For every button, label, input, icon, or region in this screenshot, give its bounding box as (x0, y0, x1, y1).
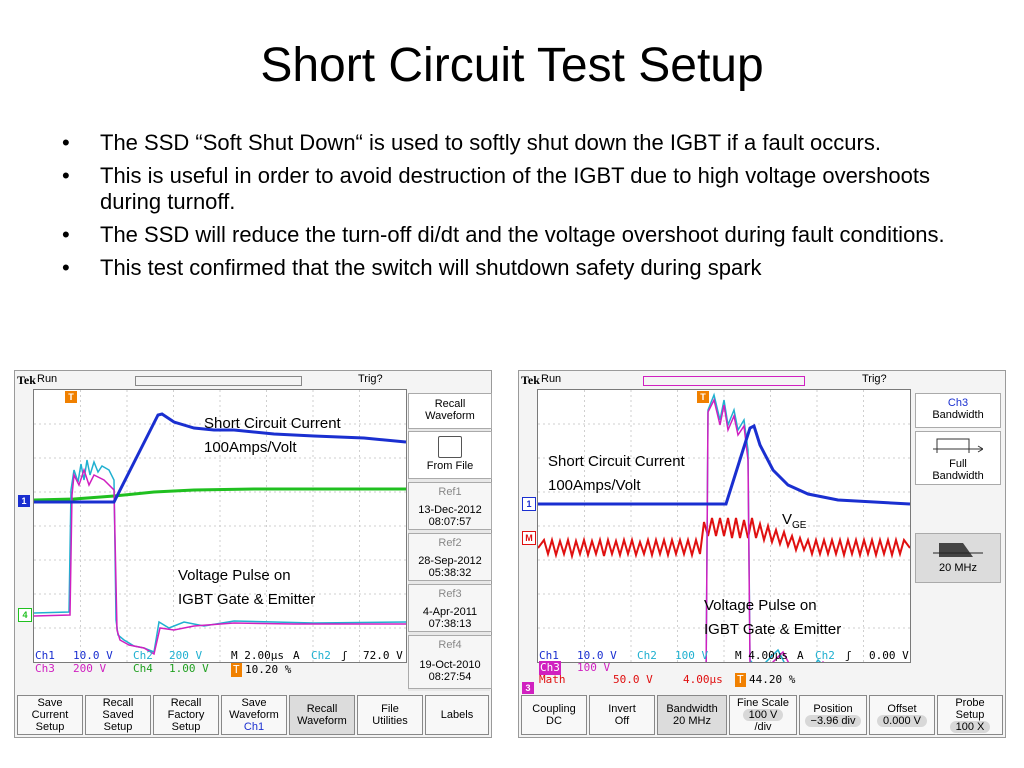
trigger-status: Trig? (358, 373, 383, 385)
ch1-marker[interactable]: 1 (18, 495, 30, 507)
20mhz-bandwidth-button[interactable]: 20 MHz (915, 533, 1001, 583)
full-bandwidth-button[interactable]: Full Bandwidth (915, 431, 1001, 485)
save-waveform-button[interactable]: Save Waveform Ch1 (221, 695, 287, 735)
ch3-trace (34, 467, 406, 656)
softkey-bar: Save Current Setup Recall Saved Setup Recall… (17, 695, 489, 735)
waveform-display[interactable]: Short Circuit Current 100Amps/Volt VGE V… (537, 389, 911, 663)
pulse-annotation: Voltage Pulse on IGBT Gate & Emitter (704, 597, 842, 638)
run-status: Run (541, 373, 562, 385)
trigger-marker-small: T (735, 673, 746, 687)
recall-factory-setup-button[interactable]: Recall Factory Setup (153, 695, 219, 735)
bullet-glyph: • (62, 255, 70, 280)
channel-readouts: Ch1 10.0 V Ch2 100 V Ch3 100 V Math 50.0… (539, 649, 909, 687)
current-annotation: Short Circuit Current 100Amps/Volt (548, 453, 685, 494)
bandwidth-button[interactable]: Bandwidth 20 MHz (657, 695, 727, 735)
trigger-marker[interactable]: T (65, 391, 77, 403)
file-utilities-button[interactable]: File Utilities (357, 695, 423, 735)
save-current-setup-button[interactable]: Save Current Setup (17, 695, 83, 735)
bullet-glyph: • (62, 222, 70, 247)
current-annotation: Short Circuit Current 100Amps/Volt (204, 415, 341, 456)
channel-readouts: Ch1 10.0 V Ch2 200 V Ch3 200 V Ch4 1.00 … (35, 649, 403, 677)
ref4-button[interactable]: Ref4 19-Oct-2010 08:27:54 (408, 635, 492, 689)
labels-button[interactable]: Labels (425, 695, 489, 735)
oscilloscope-left: Tek Run Trig? Sho (14, 370, 492, 738)
trigger-position-bar (135, 376, 302, 386)
probe-setup-button[interactable]: Probe Setup 100 X (937, 695, 1003, 735)
recall-side-menu: Recall Waveform From File Ref1 13-Dec-20… (408, 393, 492, 691)
bullet-item: • This test confirmed that the switch wil… (62, 255, 762, 280)
ch1-trace (538, 423, 910, 506)
ch2-trace (705, 392, 822, 662)
ch1-marker[interactable]: 1 (522, 497, 536, 511)
page-title: Short Circuit Test Setup (260, 39, 764, 92)
run-status: Run (37, 373, 58, 385)
menu-header: Recall Waveform (408, 393, 492, 429)
math-marker[interactable]: M (522, 531, 536, 545)
file-icon (438, 436, 462, 458)
ch4-marker[interactable]: 4 (18, 608, 32, 622)
bandwidth-side-menu: Ch3 Bandwidth Full Bandwidth 20 MHz (915, 393, 1001, 691)
bullet-item: • The SSD “Soft Shut Down“ is used to sof… (62, 130, 881, 155)
20mhz-filter-icon (933, 543, 983, 557)
softkey-bar: Coupling DC Invert Off Bandwidth 20 MHz Fin… (521, 695, 1003, 735)
position-button[interactable]: Position −3.96 div (799, 695, 867, 735)
invert-button[interactable]: Invert Off (589, 695, 655, 735)
trigger-position-bar (643, 376, 805, 386)
offset-button[interactable]: Offset 0.000 V (869, 695, 935, 735)
trigger-marker-small: T (231, 663, 242, 677)
bullet-list: • The SSD “Soft Shut Down“ is used to sof… (62, 130, 962, 288)
waveform-display[interactable]: Short Circuit Current 100Amps/Volt Volta… (33, 389, 407, 663)
recall-saved-setup-button[interactable]: Recall Saved Setup (85, 695, 151, 735)
full-bandwidth-icon (933, 438, 984, 453)
ch3-marker[interactable]: 3 (522, 682, 534, 694)
bullet-item: • This is useful in order to avoid destru… (62, 163, 930, 214)
oscilloscope-right: Tek Run Trig? Sho (518, 370, 1006, 738)
from-file-button[interactable]: From File (408, 431, 492, 479)
ref1-button[interactable]: Ref1 13-Dec-2012 08:07:57 (408, 482, 492, 530)
recall-waveform-button[interactable]: Recall Waveform (289, 695, 355, 735)
menu-header: Ch3 Bandwidth (915, 393, 1001, 428)
vge-annotation: VGE (782, 511, 807, 531)
brand-logo: Tek (17, 373, 36, 387)
bullet-glyph: • (62, 163, 70, 188)
brand-logo: Tek (521, 373, 540, 387)
ch4-trace (34, 487, 406, 502)
math-trace (538, 517, 910, 560)
ref2-button[interactable]: Ref2 28-Sep-2012 05:38:32 (408, 533, 492, 581)
ch1-trace (34, 412, 406, 504)
bullet-glyph: • (62, 130, 70, 155)
scope-status-bar: Tek Run Trig? (519, 371, 1005, 389)
pulse-annotation: Voltage Pulse on IGBT Gate & Emitter (178, 567, 316, 608)
ch3-trace (705, 397, 825, 662)
scope-status-bar: Tek Run Trig? (15, 371, 491, 389)
trigger-marker[interactable]: T (697, 391, 709, 403)
trigger-status: Trig? (862, 373, 887, 385)
coupling-button[interactable]: Coupling DC (521, 695, 587, 735)
ref3-button[interactable]: Ref3 4-Apr-2011 07:38:13 (408, 584, 492, 632)
bullet-item: • The SSD will reduce the turn-off di/dt … (62, 222, 945, 247)
fine-scale-button[interactable]: Fine Scale 100 V/div (729, 695, 797, 735)
